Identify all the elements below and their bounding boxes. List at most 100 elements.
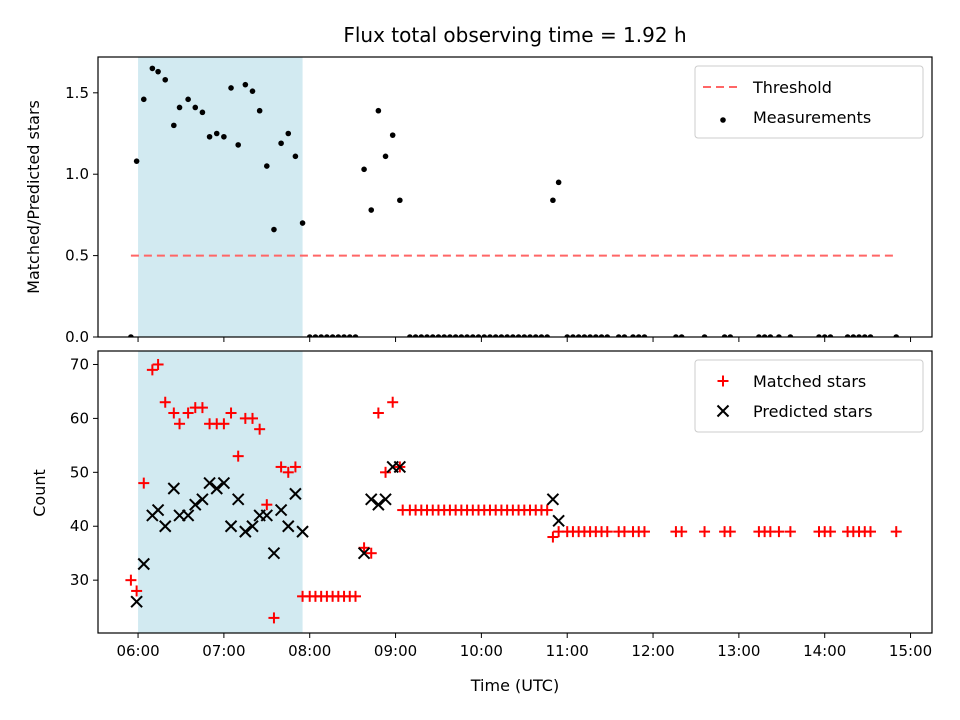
predicted-star-point [274, 503, 288, 517]
x-tick-label: 06:00 [116, 642, 159, 660]
legend-box [694, 65, 924, 139]
measurement-point [867, 334, 874, 337]
measurement-point [470, 334, 476, 337]
legend: Threshold Measurements [694, 65, 924, 139]
measurement-point [635, 334, 642, 337]
matched-star-point [773, 526, 785, 538]
x-tick-label: 12:00 [631, 642, 674, 660]
predicted-star-point [239, 525, 252, 538]
measurement-point [155, 68, 161, 75]
measurement-point [776, 334, 782, 337]
predicted-star-point [224, 520, 238, 533]
measurement-point [221, 133, 227, 140]
matched-star-point [232, 450, 244, 462]
measurement-point [532, 334, 539, 337]
matched-star-point [289, 461, 301, 473]
measurement-point [475, 334, 482, 337]
measurement-point [893, 334, 900, 337]
measurement-point [418, 334, 425, 337]
axes-frame [97, 350, 933, 634]
measurement-point [441, 334, 447, 337]
measurement-point [555, 179, 562, 186]
measurement-point [701, 334, 708, 337]
legend-marker [716, 404, 730, 418]
matched-star-point [601, 526, 613, 538]
predicted-star-point [246, 520, 259, 533]
measurement-point [278, 140, 284, 147]
measurement-point [621, 334, 628, 337]
predicted-star-point [217, 476, 231, 490]
measurement-point [312, 334, 319, 337]
measurement-point [271, 226, 277, 233]
matched-star-point [159, 396, 171, 408]
y-tick-label: 0.0 [65, 328, 89, 346]
measurement-point [346, 334, 353, 337]
measurement-point [767, 334, 774, 337]
measurement-point [761, 334, 768, 337]
predicted-star-point [546, 493, 560, 506]
x-tick-label: 13:00 [717, 642, 760, 660]
measurement-point [816, 334, 822, 337]
legend-label: Matched stars [753, 372, 866, 391]
measurement-point [368, 207, 375, 213]
measurement-point [827, 334, 834, 337]
y-tick-label: 50 [70, 463, 89, 481]
matched-star-point [138, 477, 150, 489]
measurement-point [861, 334, 868, 337]
legend-marker [717, 375, 729, 387]
legend-label: Measurements [753, 108, 871, 127]
measurement-point [504, 334, 510, 337]
measurement-point [593, 334, 599, 337]
top-y-axis-label: Matched/Predicted stars [24, 100, 43, 294]
measurement-point [458, 334, 465, 337]
y-tick-label: 40 [70, 517, 89, 535]
measurement-point [235, 142, 241, 148]
measurement-point [256, 107, 263, 114]
matched-star-point [541, 504, 553, 516]
predicted-star-point [137, 557, 150, 571]
measurement-point [397, 197, 403, 204]
measurement-point [678, 334, 685, 337]
measurement-point [570, 334, 576, 337]
measurement-point [721, 334, 728, 337]
measurement-point [292, 153, 299, 160]
measurement-point [598, 334, 605, 337]
measurement-point [481, 334, 488, 337]
measurement-point [264, 163, 270, 169]
predicted-star-point [210, 482, 223, 495]
matched-star-point [387, 396, 399, 408]
matched-star-point [547, 531, 559, 543]
legend-marker [720, 117, 726, 123]
predicted-star-point [379, 493, 392, 506]
matched-star-point [349, 590, 361, 602]
matched-star-point [890, 526, 902, 538]
measurement-point [299, 220, 306, 226]
measurement-point [615, 334, 622, 337]
measurement-point [352, 334, 359, 337]
matched-star-point [380, 466, 392, 478]
measurement-point [206, 133, 213, 140]
predicted-star-point [159, 520, 172, 533]
measurement-point [329, 334, 336, 337]
matched-star-point [125, 574, 137, 586]
predicted-star-point [189, 498, 202, 511]
matched-star-point [146, 364, 158, 376]
measurement-point [185, 96, 191, 103]
measurement-point [429, 334, 436, 337]
legend-label: Predicted stars [753, 402, 873, 421]
legend-box [694, 359, 924, 433]
measurement-point [412, 334, 419, 337]
observing-window-span [138, 57, 303, 337]
x-axis-label: Time (UTC) [470, 676, 559, 695]
y-tick-label: 1.0 [65, 165, 89, 183]
measurement-point [140, 96, 147, 103]
predicted-star-point [203, 476, 216, 490]
measurement-point [641, 334, 648, 337]
matched-star-point [182, 407, 194, 419]
measurement-point [787, 334, 794, 337]
x-tick-label: 11:00 [546, 642, 589, 660]
measurement-point [341, 334, 347, 337]
measurement-point [149, 65, 156, 72]
measurement-point [424, 334, 430, 337]
plot-area [125, 351, 902, 633]
